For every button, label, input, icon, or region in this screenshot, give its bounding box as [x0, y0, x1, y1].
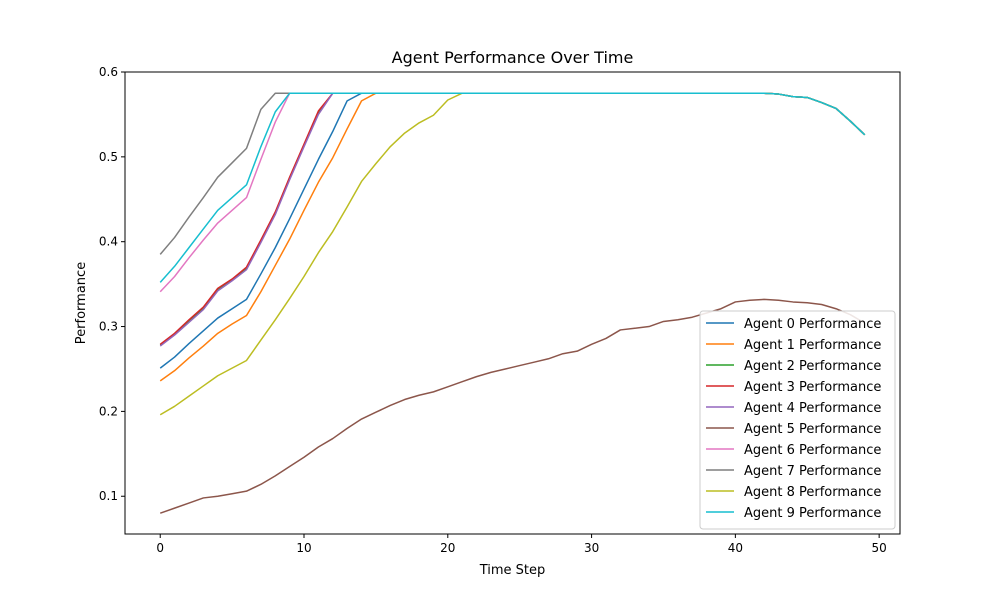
x-tick-label: 50 — [872, 541, 887, 555]
x-axis-ticks: 0 10 20 30 40 50 — [156, 534, 887, 555]
y-tick-label: 0.4 — [99, 235, 118, 249]
chart-title: Agent Performance Over Time — [392, 48, 634, 67]
y-tick-label: 0.1 — [99, 489, 118, 503]
legend-entry-label: Agent 8 Performance — [744, 485, 881, 500]
legend-entry-label: Agent 5 Performance — [744, 422, 881, 437]
legend-entry-label: Agent 6 Performance — [744, 443, 881, 458]
legend-entry-label: Agent 9 Performance — [744, 506, 881, 521]
legend-entry-label: Agent 2 Performance — [744, 359, 881, 374]
x-tick-label: 10 — [296, 541, 311, 555]
legend-entry-label: Agent 7 Performance — [744, 464, 881, 479]
x-tick-label: 40 — [728, 541, 743, 555]
y-tick-label: 0.2 — [99, 404, 118, 418]
x-tick-label: 0 — [156, 541, 164, 555]
legend-entry-label: Agent 0 Performance — [744, 317, 881, 332]
x-tick-label: 30 — [584, 541, 599, 555]
series-line-agent-9 — [159, 92, 866, 283]
x-axis-label: Time Step — [479, 563, 546, 578]
y-axis-ticks: 0.1 0.2 0.3 0.4 0.5 0.6 — [99, 65, 125, 503]
series-layer — [159, 92, 866, 514]
series-line-agent-5 — [159, 298, 866, 514]
y-tick-label: 0.3 — [99, 320, 118, 334]
legend: Agent 0 Performance Agent 1 Performance Ag… — [699, 310, 896, 530]
legend-entry-label: Agent 1 Performance — [744, 338, 881, 353]
y-tick-label: 0.6 — [99, 65, 118, 79]
y-axis-label: Performance — [74, 262, 89, 344]
axes-frame — [124, 71, 901, 535]
legend-box — [699, 310, 896, 530]
y-tick-label: 0.5 — [99, 150, 118, 164]
x-tick-label: 20 — [440, 541, 455, 555]
legend-entry-label: Agent 3 Performance — [744, 380, 881, 395]
legend-entry-label: Agent 4 Performance — [744, 401, 881, 416]
